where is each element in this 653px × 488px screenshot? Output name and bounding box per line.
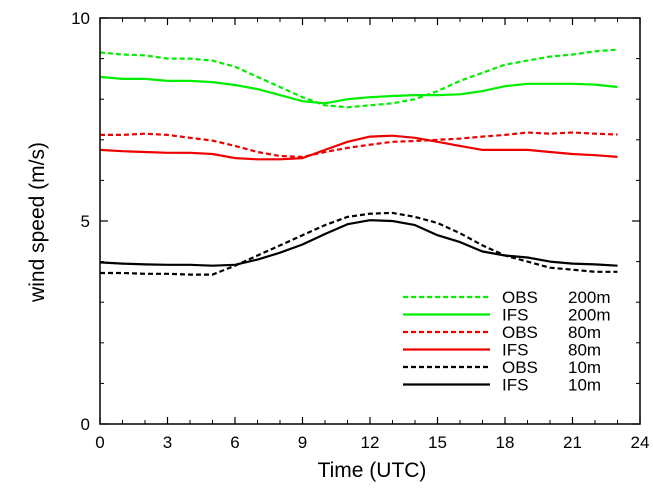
series-line-ifs-200m bbox=[99, 75, 618, 105]
legend-series-height: 200m bbox=[568, 288, 611, 307]
x-tick-label: 24 bbox=[631, 433, 650, 452]
y-tick-label: 0 bbox=[81, 415, 90, 434]
y-tick-label: 5 bbox=[81, 212, 90, 231]
axes: 0 3 6 9 12 15 18 21 24 0 5 10 bbox=[71, 9, 649, 452]
x-tick-label: 21 bbox=[563, 433, 582, 452]
x-tick-label: 9 bbox=[298, 433, 307, 452]
x-tick-label: 18 bbox=[496, 433, 515, 452]
x-tick-label: 12 bbox=[361, 433, 380, 452]
x-tick-label: 6 bbox=[230, 433, 239, 452]
series-line-obs-80m bbox=[100, 131, 618, 158]
legend-series-name: IFS bbox=[502, 376, 528, 395]
series-line-obs-10m bbox=[100, 211, 618, 276]
x-tick-label: 15 bbox=[428, 433, 447, 452]
legend-series-name: OBS bbox=[502, 288, 538, 307]
legend-series-height: 10m bbox=[568, 376, 601, 395]
x-tick-label: 0 bbox=[95, 433, 104, 452]
legend-series-name: OBS bbox=[502, 323, 538, 342]
legend-series-name: IFS bbox=[502, 306, 528, 325]
x-axis-label: Time (UTC) bbox=[318, 459, 427, 482]
legend-series-height: 10m bbox=[568, 358, 601, 377]
x-tick-label: 3 bbox=[163, 433, 172, 452]
legend-series-name: OBS bbox=[502, 358, 538, 377]
y-axis-label: wind speed (m/s) bbox=[26, 142, 49, 303]
legend-series-height: 80m bbox=[568, 323, 601, 342]
plot-area bbox=[99, 48, 618, 276]
legend-series-height: 80m bbox=[568, 341, 601, 360]
legend-series-name: IFS bbox=[502, 341, 528, 360]
series-line-ifs-10m bbox=[99, 219, 618, 267]
legend-series-height: 200m bbox=[568, 306, 611, 325]
series-line-obs-200m bbox=[99, 48, 618, 109]
series-line-ifs-80m bbox=[99, 134, 618, 161]
legend: OBS 200m IFS 200m OBS 80m IFS 80m OBS 10m IFS 10m bbox=[403, 288, 611, 395]
y-tick-label: 10 bbox=[71, 9, 90, 28]
